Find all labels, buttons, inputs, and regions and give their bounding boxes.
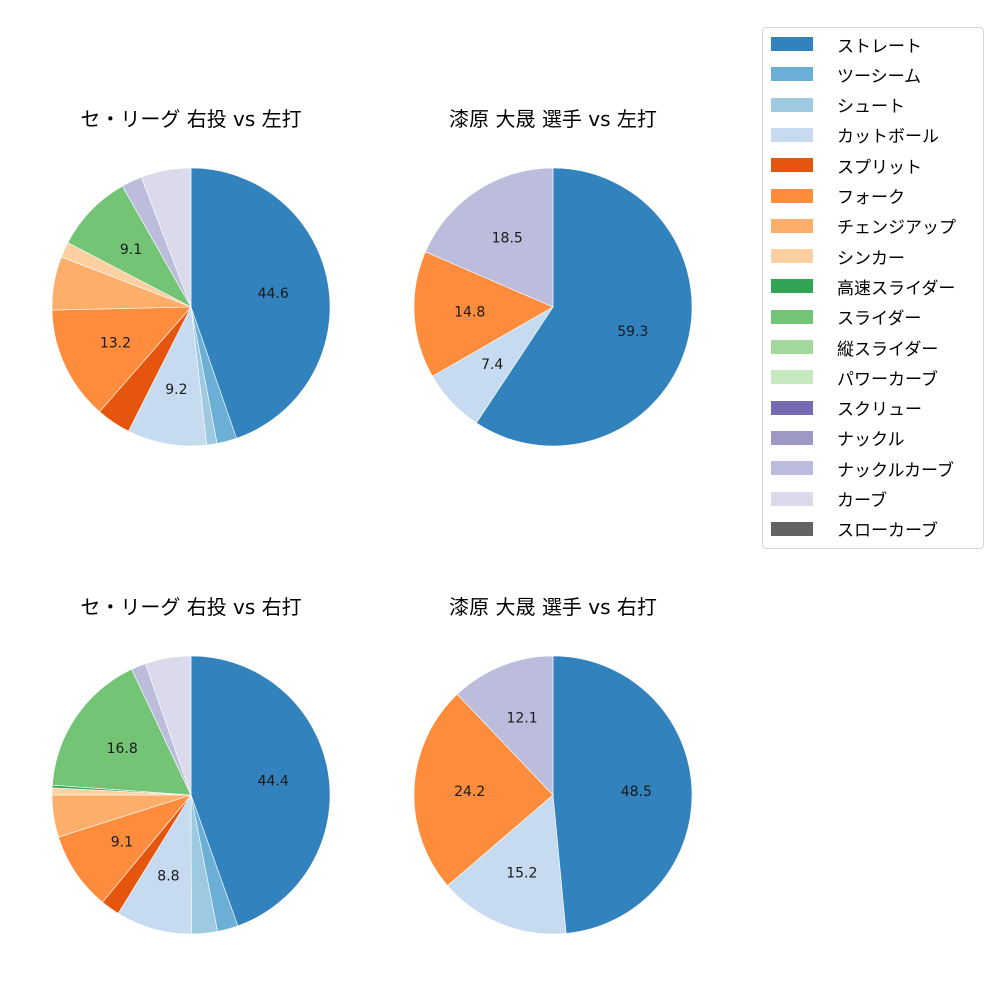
slice-percent-label: 59.3 — [617, 324, 648, 340]
legend-label: シュート — [837, 97, 905, 118]
pie-slice — [145, 655, 192, 796]
legend-label: パワーカーブ — [837, 369, 938, 390]
legend-label: ナックルカーブ — [837, 460, 954, 481]
legend-swatch — [771, 188, 813, 203]
pie-slice — [51, 306, 192, 413]
slice-percent-label: 9.2 — [165, 382, 187, 398]
chart-title-player-vs-left: 漆原 大晟 選手 vs 左打 — [449, 107, 657, 131]
legend-item: ナックル — [771, 427, 905, 451]
legend-label: スクリュー — [837, 400, 922, 421]
legend-label: ツーシーム — [837, 66, 922, 87]
pie-slice — [413, 693, 554, 887]
pie-slice — [58, 794, 192, 903]
slice-percent-label: 8.8 — [157, 868, 179, 884]
legend-item: シンカー — [771, 245, 905, 269]
legend-swatch — [771, 491, 813, 506]
legend-item: 縦スライダー — [771, 336, 939, 360]
legend-item: パワーカーブ — [771, 366, 938, 390]
legend-item: ストレート — [771, 33, 922, 57]
legend-item: スローカーブ — [771, 518, 938, 542]
legend-item: 高速スライダー — [771, 275, 956, 299]
pie-slice — [67, 185, 192, 308]
legend-label: カーブ — [837, 491, 887, 511]
legend-label: ナックル — [837, 430, 905, 451]
legend-label: シンカー — [837, 248, 905, 269]
slice-percent-label: 44.6 — [258, 286, 289, 302]
legend-item: カーブ — [771, 488, 887, 511]
pie-slice — [447, 794, 567, 935]
legend-label: チェンジアップ — [837, 218, 956, 239]
pie-slice — [425, 167, 554, 308]
slice-percent-label: 48.5 — [621, 784, 652, 800]
legend-label: ストレート — [837, 36, 922, 57]
legend-item: シュート — [771, 94, 905, 118]
pie-slice — [456, 655, 554, 796]
chart-title-player-vs-right: 漆原 大晟 選手 vs 右打 — [449, 595, 657, 619]
legend-swatch — [771, 158, 813, 173]
legend-item: スライダー — [771, 306, 922, 330]
pie-slice — [128, 305, 208, 447]
legend-label: 縦スライダー — [837, 339, 939, 360]
legend-label: フォーク — [837, 188, 905, 208]
pie-slice — [413, 251, 554, 377]
pie-slice — [190, 655, 331, 927]
legend-swatch — [771, 340, 813, 354]
slice-percent-label: 9.1 — [120, 242, 142, 258]
chart-title-league-vs-left: セ・リーグ 右投 vs 左打 — [80, 107, 302, 131]
pie-slice — [552, 655, 693, 934]
legend-swatch — [771, 37, 813, 51]
legend-swatch — [771, 370, 813, 385]
pie-slice — [475, 167, 693, 447]
legend-swatch — [771, 400, 813, 415]
legend-swatch — [771, 67, 813, 82]
legend-label: スプリット — [837, 157, 922, 178]
slice-percent-label: 12.1 — [506, 711, 537, 727]
legend-item: ツーシーム — [771, 63, 922, 87]
legend-item: フォーク — [771, 185, 905, 208]
slice-percent-label: 7.4 — [481, 357, 503, 373]
chart-title-league-vs-right: セ・リーグ 右投 vs 右打 — [80, 595, 302, 619]
legend-swatch — [771, 309, 813, 324]
pie-slice — [52, 668, 192, 796]
legend-label: カットボール — [837, 127, 939, 148]
slice-percent-label: 44.4 — [258, 774, 289, 790]
slice-percent-label: 24.2 — [454, 784, 485, 800]
legend-item: ナックルカーブ — [771, 457, 954, 481]
slice-percent-label: 14.8 — [454, 305, 485, 321]
slice-percent-label: 13.2 — [100, 335, 131, 351]
slice-percent-label: 15.2 — [506, 865, 537, 881]
legend-item: チェンジアップ — [771, 215, 956, 239]
slice-percent-label: 16.8 — [107, 741, 138, 757]
legend-label: スライダー — [837, 309, 922, 330]
legend-item: カットボール — [771, 124, 939, 148]
legend-item: スプリット — [771, 154, 922, 178]
legend-swatch — [771, 249, 813, 264]
legend-label: 高速スライダー — [837, 278, 956, 299]
pie-slice — [140, 167, 192, 308]
legend-swatch — [771, 430, 813, 445]
pie-slice — [190, 167, 331, 439]
slice-percent-label: 18.5 — [492, 230, 523, 246]
legend-swatch — [771, 461, 813, 476]
legend-swatch — [771, 127, 813, 142]
legend-item: スクリュー — [771, 397, 922, 421]
legend-swatch — [771, 97, 813, 112]
slice-percent-label: 9.1 — [111, 835, 133, 851]
legend: ストレートツーシームシュートカットボール スプリットフォークチェンジアップ シンカー… — [762, 27, 984, 549]
legend-swatch — [771, 521, 813, 536]
legend-label: スローカーブ — [837, 521, 938, 542]
legend-swatch — [771, 279, 813, 294]
legend-swatch — [771, 218, 813, 233]
